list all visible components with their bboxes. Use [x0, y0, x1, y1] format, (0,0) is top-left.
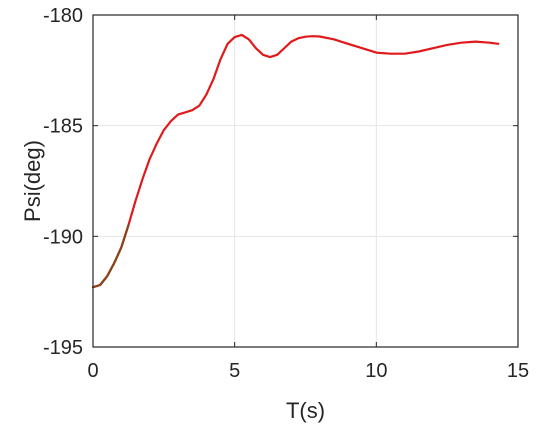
y-tick-label: -195	[43, 337, 83, 359]
grid	[92, 14, 519, 348]
x-tick-label: 0	[87, 360, 98, 382]
series-line-early-segment	[91, 224, 130, 289]
y-axis-label: Psi(deg)	[20, 140, 45, 222]
plot-frame	[92, 14, 519, 348]
y-tick-label: -190	[43, 226, 83, 248]
y-tick-label: -185	[43, 116, 83, 138]
x-axis-label: T(s)	[286, 398, 325, 423]
y-tick-label: -180	[43, 5, 83, 27]
x-tick-label: 15	[507, 360, 529, 382]
series-line	[91, 33, 500, 289]
x-tick-label: 5	[229, 360, 240, 382]
x-tick-label: 10	[365, 360, 387, 382]
axis-ticks: 0 5 10 15 -195 -190 -185 -180	[43, 5, 529, 382]
series-layer	[91, 33, 500, 289]
